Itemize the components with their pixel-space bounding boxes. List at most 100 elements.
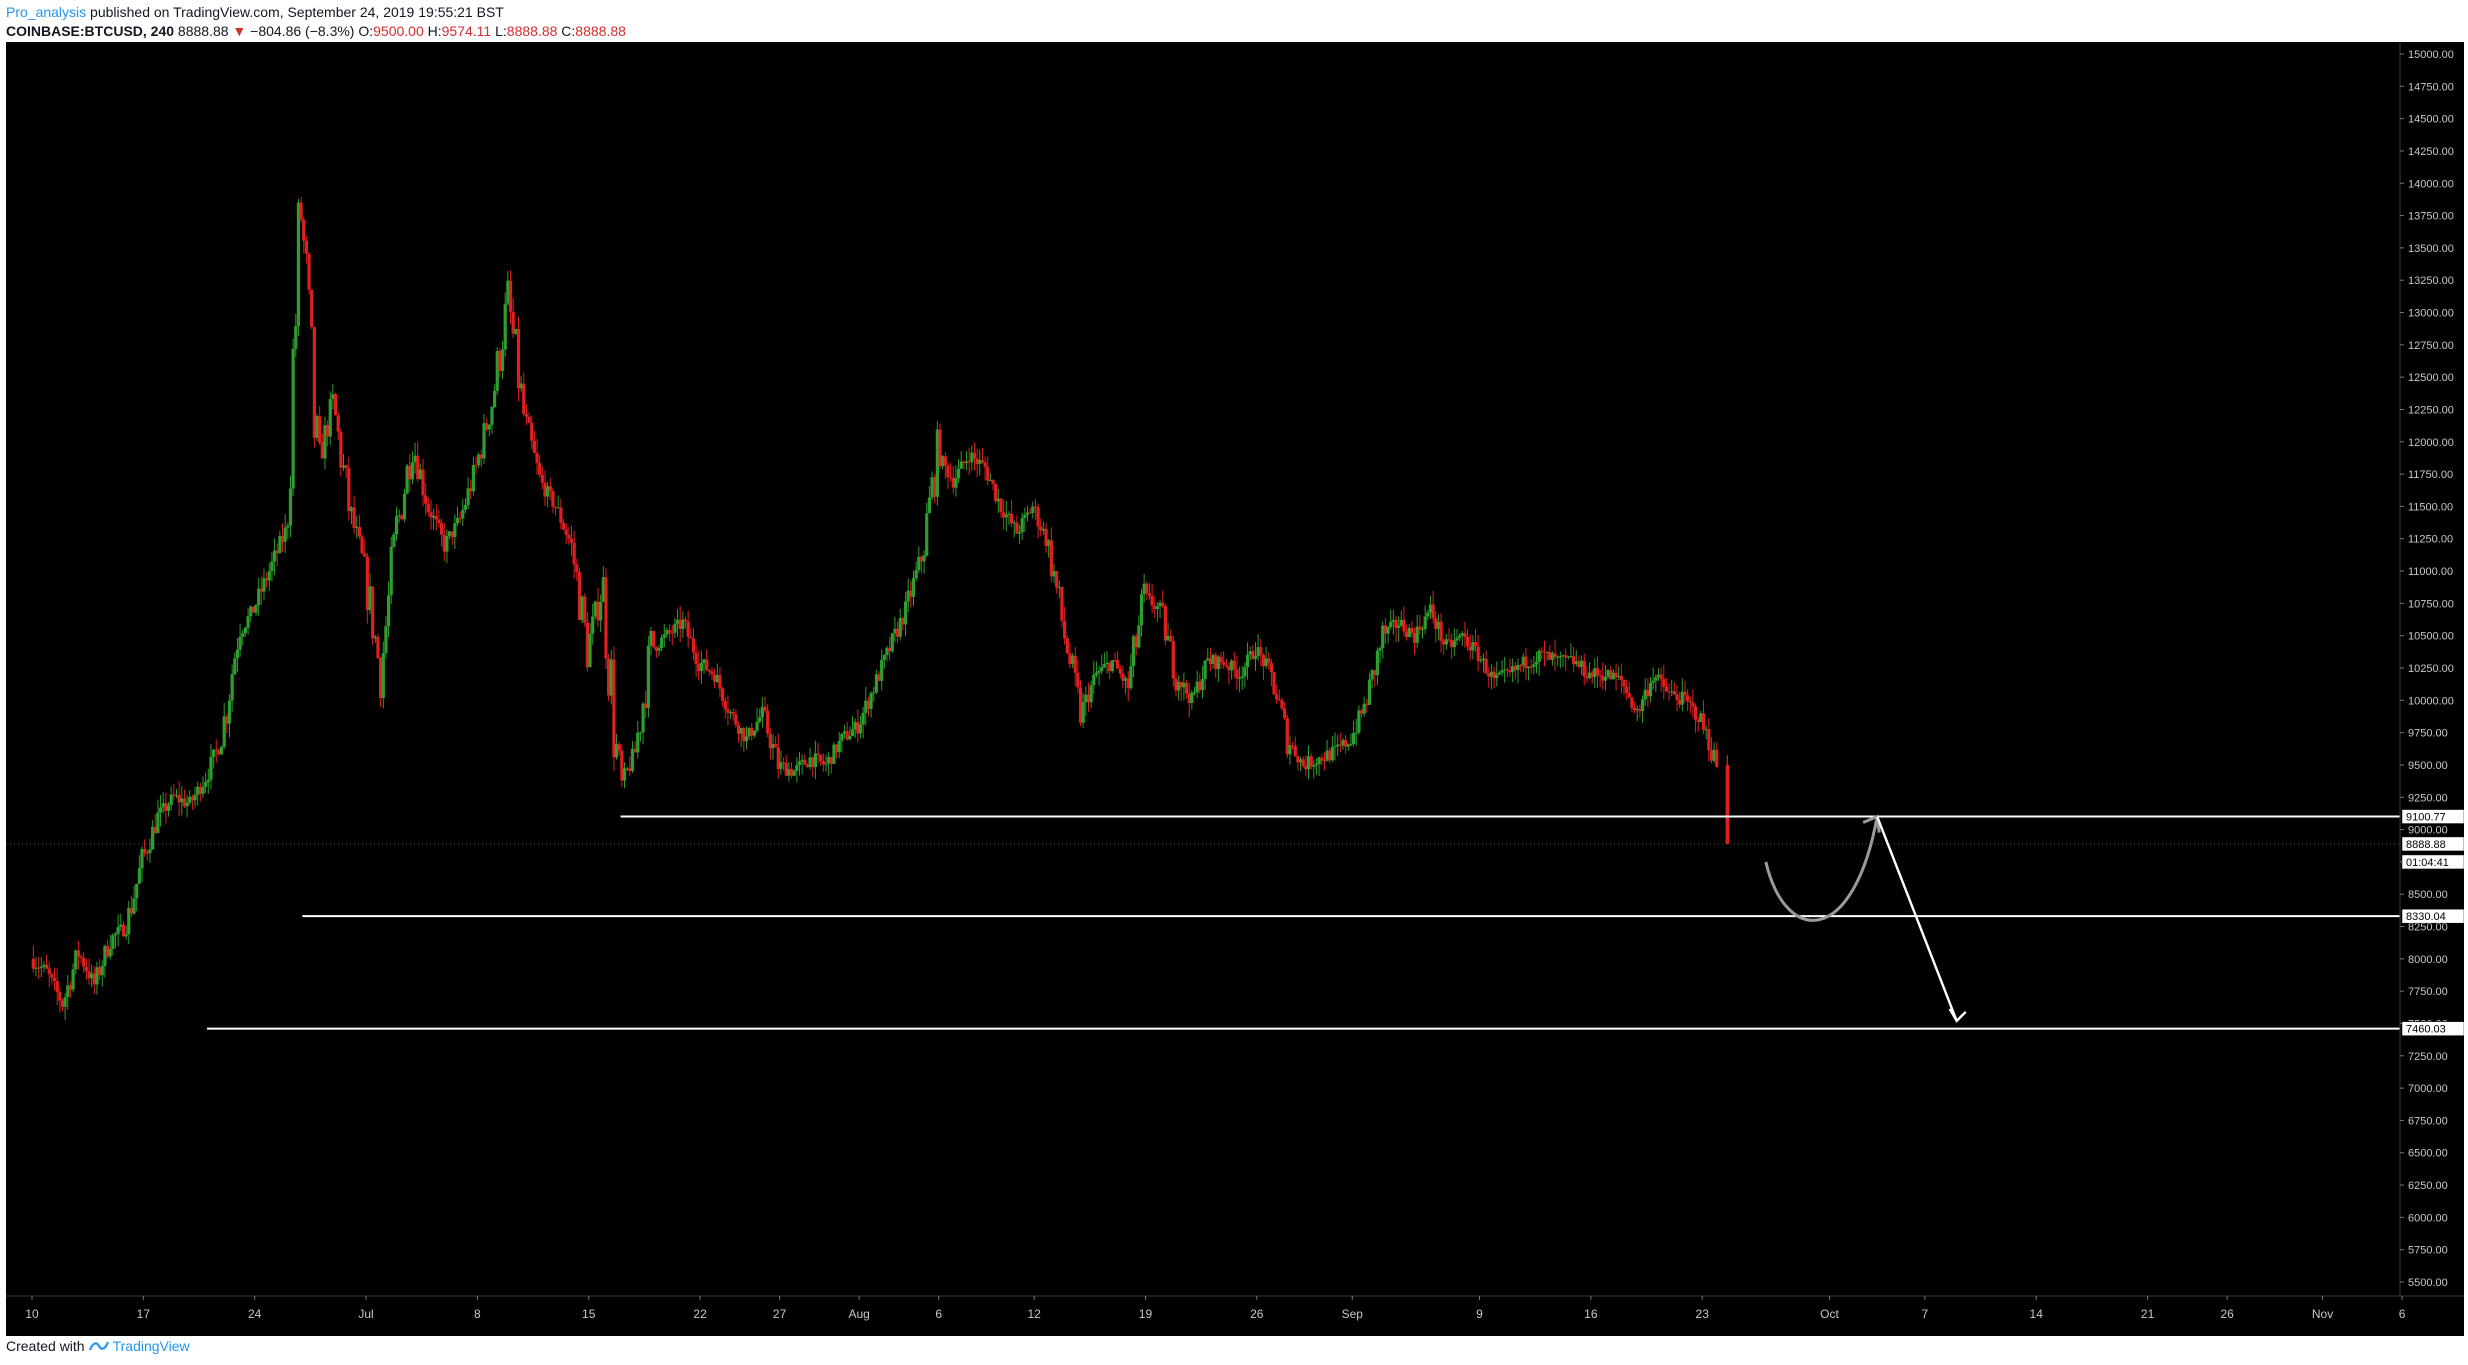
candle-body: [76, 950, 80, 957]
candle-body: [824, 763, 828, 765]
candle-body: [543, 482, 547, 497]
candle-body: [617, 744, 621, 751]
close-value: 8888.88: [575, 23, 626, 39]
candle-body: [1672, 691, 1676, 695]
candle-body: [760, 706, 764, 718]
candle-body: [1089, 685, 1093, 703]
author-link[interactable]: Pro_analysis: [6, 4, 87, 20]
candle-body: [98, 967, 102, 976]
candle-body: [283, 527, 287, 542]
candle-body: [180, 798, 184, 803]
candle-body: [1192, 692, 1197, 694]
candle-body: [649, 630, 653, 646]
candle-body: [1131, 636, 1136, 667]
candle-body: [111, 935, 115, 950]
candle-body: [1081, 702, 1085, 723]
candle-body: [100, 965, 104, 976]
candle-body: [1383, 625, 1387, 634]
candle-body: [1420, 629, 1425, 631]
candle-body: [625, 768, 629, 770]
candle-body: [1431, 604, 1435, 619]
time-tick-label: Nov: [2312, 1307, 2333, 1321]
candle-body: [1558, 655, 1562, 657]
candle-body: [1458, 635, 1462, 638]
candle-body: [408, 465, 412, 480]
created-with-label: Created with: [6, 1338, 85, 1354]
tradingview-brand-link[interactable]: TradingView: [112, 1338, 190, 1354]
candle-body: [607, 658, 611, 696]
candle-body: [1410, 628, 1414, 634]
candle-body: [386, 595, 391, 627]
candle-body: [1378, 648, 1382, 651]
candle-body: [368, 586, 372, 611]
candle-body: [832, 744, 836, 764]
candle-body: [1073, 655, 1077, 673]
candle-body: [127, 907, 131, 935]
candle-body: [1123, 678, 1128, 681]
candle-body: [925, 513, 929, 556]
candle-body: [1285, 718, 1289, 755]
time-tick-label: 22: [693, 1307, 707, 1321]
candle-body: [1566, 656, 1570, 658]
candle-body: [1381, 625, 1385, 649]
footer: Created with TradingView: [6, 1338, 190, 1354]
price-tick-label: 15000.00: [2408, 49, 2454, 61]
candle-body: [1391, 619, 1395, 622]
candle-body: [479, 454, 483, 459]
candle-body: [1587, 672, 1592, 679]
candle-body: [1667, 691, 1671, 693]
candle-body: [864, 700, 868, 713]
price-tick-label: 9250.00: [2408, 792, 2448, 804]
candle-body: [347, 468, 351, 512]
candle-body: [288, 488, 293, 526]
candle-body: [1463, 633, 1467, 637]
candle-body: [145, 852, 149, 854]
candle-body: [1137, 625, 1141, 648]
candle-body: [477, 454, 481, 466]
candle-body: [50, 974, 54, 978]
candle-body: [1405, 631, 1409, 637]
candle-body: [1232, 660, 1236, 670]
candle-body: [373, 636, 377, 639]
price-axis[interactable]: 15000.00 14750.00 14500.00 14250.00 14000.00…: [2400, 49, 2454, 1289]
candle-body: [1322, 760, 1327, 762]
candle-body: [747, 727, 751, 737]
candle-body: [1325, 750, 1329, 761]
candle-body: [1025, 512, 1030, 515]
price-tick-label: 8000.00: [2408, 954, 2448, 966]
candle-body: [1320, 757, 1324, 761]
candle-body: [227, 700, 232, 724]
candle-body: [312, 327, 316, 438]
price-chart[interactable]: 15000.00 14750.00 14500.00 14250.00 14000.00…: [6, 42, 2464, 1336]
candle-body: [638, 732, 643, 734]
candle-body: [1609, 670, 1613, 680]
candle-body: [978, 460, 982, 464]
candle-body: [840, 733, 844, 741]
candle-body: [1704, 729, 1708, 731]
chart-background: [6, 42, 2464, 1336]
price-tick-label: 13000.00: [2408, 308, 2454, 320]
candle-body: [1203, 660, 1207, 680]
candle-body: [697, 664, 701, 672]
candle-body: [1280, 700, 1284, 709]
time-axis[interactable]: 10 17 24 Jul 8 15 22 27 Aug 6 12 19 26 Sep 9 16 23 Oct 7 14…: [25, 1296, 2406, 1321]
price-tick-label: 5750.00: [2408, 1245, 2448, 1257]
candle-body: [42, 964, 46, 967]
candle-body: [1357, 710, 1361, 733]
candle-body: [222, 716, 226, 747]
price-tick-label: 12250.00: [2408, 404, 2454, 416]
down-arrow-icon: ▼: [232, 23, 247, 39]
candle-body: [551, 491, 555, 507]
candle-body: [877, 674, 881, 681]
candle-body: [1256, 647, 1260, 657]
candle-body: [906, 590, 910, 602]
candle-body: [662, 634, 666, 638]
candle-body: [1094, 672, 1099, 675]
candle-body: [1593, 668, 1597, 678]
projection-arrowhead-down: [1948, 1008, 1967, 1023]
candle-body: [166, 805, 171, 811]
candle-body: [90, 973, 94, 979]
candle-body: [667, 630, 672, 633]
candle-body: [1084, 694, 1088, 703]
candle-body: [1182, 682, 1186, 688]
